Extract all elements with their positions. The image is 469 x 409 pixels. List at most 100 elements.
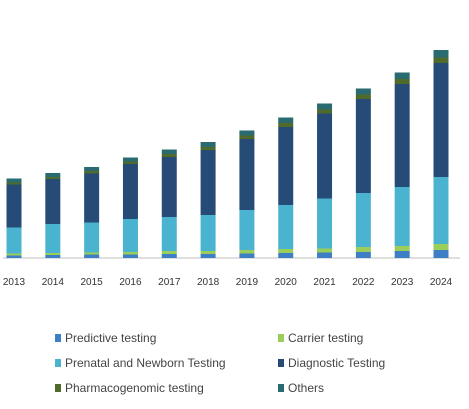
bar-segment-2018-1 bbox=[200, 251, 216, 254]
bar-segment-2016-1 bbox=[122, 252, 138, 255]
legend-label: Pharmacogenomic testing bbox=[65, 381, 204, 395]
bar-segment-2013-0 bbox=[6, 255, 22, 258]
bar-segment-2023-3 bbox=[394, 84, 410, 187]
bar-segment-2021-0 bbox=[317, 252, 333, 258]
bar-segment-2024-0 bbox=[433, 250, 449, 258]
bar-segment-2015-2 bbox=[84, 222, 100, 253]
x-tick-label-2017: 2017 bbox=[158, 277, 181, 288]
legend-swatch bbox=[55, 384, 61, 392]
bar-segment-2024-2 bbox=[433, 177, 449, 244]
x-tick-labels: 2013 2014 2015 2016 2017 2018 2019 2020 2021 2022… bbox=[3, 277, 453, 288]
bar-segment-2015-1 bbox=[84, 252, 100, 255]
bar-segment-2024-4 bbox=[433, 57, 449, 63]
x-tick-label-2013: 2013 bbox=[3, 277, 26, 288]
bar-segment-2022-1 bbox=[355, 247, 371, 252]
bar-segment-2014-5 bbox=[45, 173, 61, 177]
legend-label: Carrier testing bbox=[288, 331, 364, 345]
x-tick-label-2014: 2014 bbox=[42, 277, 65, 288]
bar-segment-2017-5 bbox=[161, 149, 177, 154]
bar-segment-2019-5 bbox=[239, 130, 255, 136]
x-tick-label-2019: 2019 bbox=[236, 277, 259, 288]
bar-segment-2023-5 bbox=[394, 72, 410, 79]
bar-segment-2017-2 bbox=[161, 217, 177, 251]
bar-segment-2020-3 bbox=[278, 127, 294, 205]
legend-item-pharmacogenomic-testing: Pharmacogenomic testing bbox=[55, 381, 204, 395]
bar-segment-2016-3 bbox=[122, 164, 138, 219]
bar-segment-2018-5 bbox=[200, 142, 216, 147]
bar-segment-2022-0 bbox=[355, 252, 371, 258]
stacked-bar-chart: 2013 2014 2015 2016 2017 2018 2019 2020 2021 2022… bbox=[3, 50, 460, 288]
bar-segment-2024-3 bbox=[433, 63, 449, 177]
bar-segment-2020-1 bbox=[278, 249, 294, 253]
x-tick-label-2020: 2020 bbox=[275, 277, 298, 288]
legend-swatch bbox=[55, 334, 61, 342]
bar-segment-2024-1 bbox=[433, 244, 449, 250]
bar-segment-2014-4 bbox=[45, 177, 61, 179]
bar-segment-2013-5 bbox=[6, 178, 22, 183]
bar-segment-2023-4 bbox=[394, 79, 410, 84]
bar-segment-2017-0 bbox=[161, 254, 177, 258]
bar-segment-2020-4 bbox=[278, 123, 294, 127]
x-tick-label-2016: 2016 bbox=[119, 277, 142, 288]
bar-segment-2021-4 bbox=[317, 109, 333, 114]
bar-segment-2023-1 bbox=[394, 246, 410, 251]
x-tick-label-2024: 2024 bbox=[430, 277, 453, 288]
legend-label: Predictive testing bbox=[65, 331, 157, 345]
legend-item-diagnostic-testing: Diagnostic Testing bbox=[278, 356, 385, 370]
bar-segment-2023-2 bbox=[394, 187, 410, 246]
bar-segment-2015-4 bbox=[84, 171, 100, 174]
legend-label: Prenatal and Newborn Testing bbox=[65, 356, 226, 370]
legend-item-carrier-testing: Carrier testing bbox=[278, 331, 363, 345]
bar-segment-2014-3 bbox=[45, 179, 61, 224]
x-tick-label-2015: 2015 bbox=[81, 277, 104, 288]
bar-segment-2017-4 bbox=[161, 154, 177, 157]
bar-segment-2019-1 bbox=[239, 250, 255, 254]
legend-label: Others bbox=[288, 381, 325, 395]
legend-swatch bbox=[278, 384, 284, 392]
x-tick-label-2023: 2023 bbox=[391, 277, 414, 288]
bar-segment-2017-1 bbox=[161, 251, 177, 254]
bar-segment-2019-3 bbox=[239, 139, 255, 210]
bar-segment-2017-3 bbox=[161, 157, 177, 217]
legend-item-predictive-testing: Predictive testing bbox=[55, 331, 156, 345]
bar-segment-2022-3 bbox=[355, 99, 371, 193]
bar-segment-2022-2 bbox=[355, 193, 371, 247]
bar-segment-2022-4 bbox=[355, 94, 371, 99]
bar-segment-2021-1 bbox=[317, 248, 333, 253]
bar-segment-2013-2 bbox=[6, 227, 22, 254]
bar-segment-2014-1 bbox=[45, 253, 61, 255]
bar-segment-2020-2 bbox=[278, 205, 294, 249]
bar-segment-2018-0 bbox=[200, 254, 216, 258]
x-tick-label-2021: 2021 bbox=[313, 277, 336, 288]
bar-segment-2015-5 bbox=[84, 167, 100, 171]
bar-segment-2020-0 bbox=[278, 253, 294, 258]
legend-item-others: Others bbox=[278, 381, 324, 395]
bar-segment-2014-0 bbox=[45, 255, 61, 258]
bar-segment-2016-0 bbox=[122, 254, 138, 258]
bar-segment-2018-4 bbox=[200, 147, 216, 150]
bar-segment-2016-5 bbox=[122, 157, 138, 162]
bar-segment-2015-0 bbox=[84, 254, 100, 258]
bar-segment-2022-5 bbox=[355, 88, 371, 95]
x-tick-label-2018: 2018 bbox=[197, 277, 220, 288]
bar-segment-2019-4 bbox=[239, 135, 255, 139]
legend-swatch bbox=[278, 334, 284, 342]
bar-segment-2020-5 bbox=[278, 117, 294, 123]
bar-segment-2019-0 bbox=[239, 253, 255, 258]
bar-segment-2013-3 bbox=[6, 184, 22, 228]
bar-segment-2013-1 bbox=[6, 253, 22, 256]
bar-segment-2023-0 bbox=[394, 251, 410, 258]
bar-segment-2021-3 bbox=[317, 113, 333, 199]
x-tick-label-2022: 2022 bbox=[352, 277, 375, 288]
legend-swatch bbox=[55, 359, 61, 367]
bar-segment-2016-2 bbox=[122, 219, 138, 252]
bar-segment-2016-4 bbox=[122, 161, 138, 164]
bar-segment-2019-2 bbox=[239, 210, 255, 250]
legend-swatch bbox=[278, 359, 284, 367]
legend-label: Diagnostic Testing bbox=[288, 356, 386, 370]
bar-segment-2015-3 bbox=[84, 173, 100, 223]
bars-group bbox=[6, 50, 449, 258]
bar-segment-2013-4 bbox=[6, 182, 22, 185]
bar-segment-2024-5 bbox=[433, 50, 449, 58]
legend-item-prenatal-newborn-testing: Prenatal and Newborn Testing bbox=[55, 356, 226, 370]
